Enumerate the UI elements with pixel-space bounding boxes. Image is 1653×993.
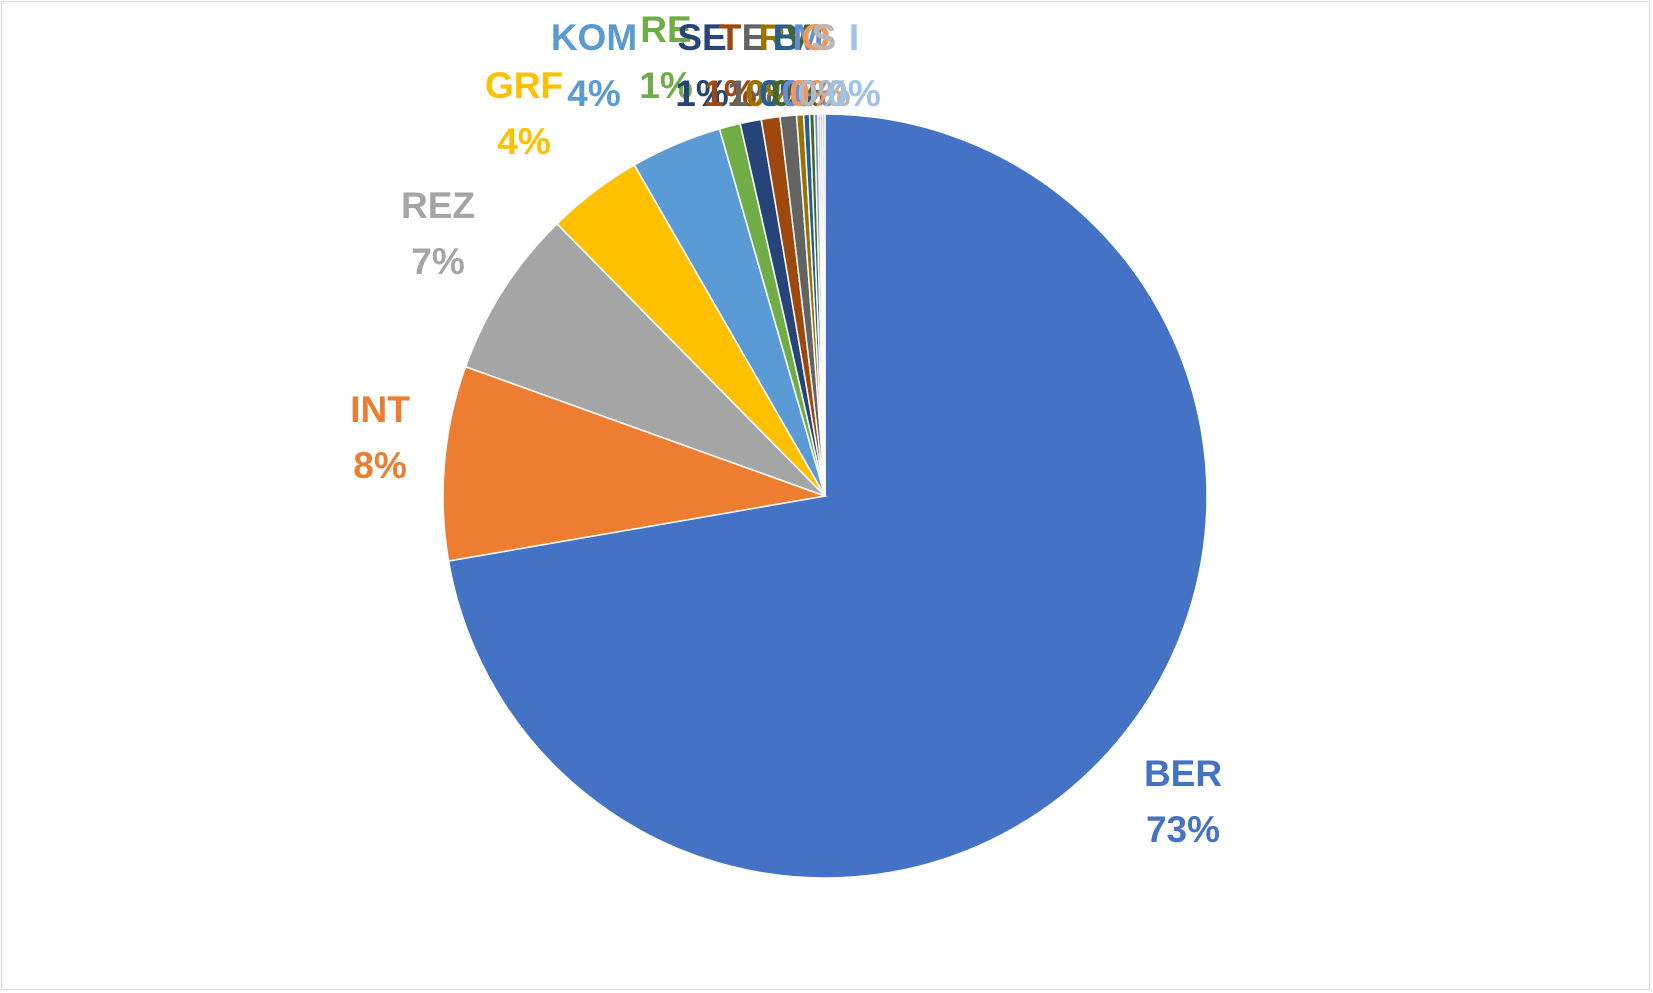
data-label-rez: REZ 7% [401, 185, 475, 282]
data-label-t: T 1% [703, 17, 756, 114]
category-label: KOM [551, 17, 637, 58]
category-label: SE [677, 17, 726, 58]
category-label: GRF [485, 65, 563, 106]
percent-label: 0% [759, 73, 812, 114]
category-label: B [773, 17, 800, 58]
pie-slice-ber [447, 113, 1208, 879]
data-label-m: M 0% [781, 17, 834, 114]
percent-label: 0% [781, 73, 834, 114]
percent-label: 4% [567, 73, 620, 114]
percent-label: 0% [827, 73, 880, 114]
data-label-se: SE 1% [675, 17, 728, 114]
data-label-s: S 0% [797, 17, 850, 114]
pie-slice-i [821, 113, 826, 497]
data-label-kom: KOM 4% [551, 17, 637, 114]
category-label: INT [350, 389, 410, 430]
data-label-grf: GRF 4% [485, 65, 563, 162]
percent-label: 0% [771, 73, 824, 114]
category-label: E [742, 17, 767, 58]
category-label: REZ [401, 185, 475, 226]
percent-label: 4% [497, 121, 550, 162]
percent-label: 1% [727, 73, 780, 114]
percent-label: 8% [353, 445, 406, 486]
percent-label: 73% [1146, 809, 1220, 850]
data-label-e: E 1% [727, 17, 780, 114]
category-label: RE [640, 9, 691, 50]
category-label: S [812, 17, 837, 58]
category-label: BER [1144, 753, 1222, 794]
category-label: M [793, 17, 824, 58]
percent-label: 0% [797, 73, 850, 114]
data-label-o: O 0% [789, 17, 842, 114]
percent-label: 1% [675, 73, 728, 114]
data-label-int: INT 8% [350, 389, 410, 486]
data-label-ber: BER 73% [1144, 753, 1222, 850]
percent-label: 7% [411, 241, 464, 282]
data-label-v: V 0% [771, 17, 824, 114]
data-label-i: I 0% [827, 17, 880, 114]
category-label: T [719, 17, 742, 58]
percent-label: 0% [789, 73, 842, 114]
pie-slice-rez [464, 222, 826, 497]
category-label: R [759, 17, 786, 58]
percent-label: 1% [639, 65, 692, 106]
category-label: O [802, 17, 831, 58]
data-label-b: B 0% [759, 17, 812, 114]
category-label: V [786, 17, 811, 58]
data-label-re: RE 1% [639, 9, 692, 106]
percent-label: 0% [745, 73, 798, 114]
category-label: I [849, 17, 859, 58]
data-label-r: R 0% [745, 17, 798, 114]
pie-slice-int [442, 365, 828, 562]
percent-label: 1% [703, 73, 756, 114]
